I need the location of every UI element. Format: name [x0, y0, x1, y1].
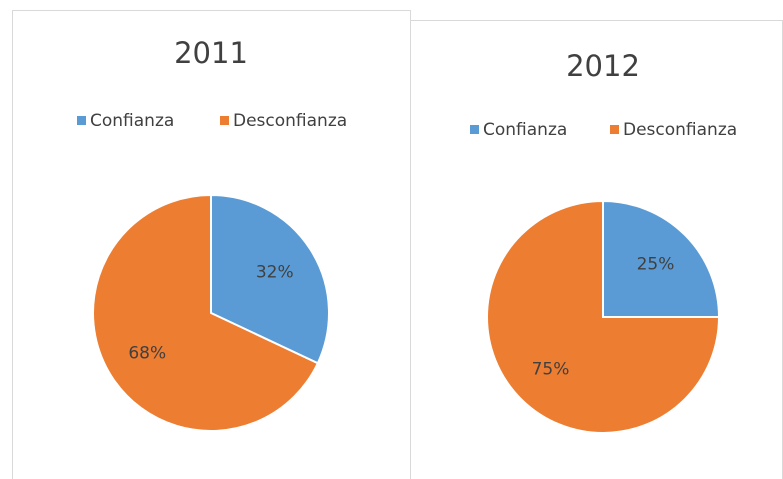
data-label: 25% [637, 255, 675, 275]
data-label: 68% [128, 343, 166, 363]
legend-marker [77, 116, 86, 125]
pie-slice [486, 199, 721, 434]
chart-title: 2011 [174, 36, 248, 70]
legend-marker [470, 125, 479, 134]
chart-title: 2012 [566, 49, 640, 83]
data-label: 75% [532, 359, 570, 379]
legend-label: Desconfianza [233, 111, 347, 131]
legend-marker [610, 125, 619, 134]
legend-label: Confianza [483, 120, 567, 140]
data-label: 32% [256, 263, 294, 283]
pie-slice [602, 199, 721, 318]
legend-label: Desconfianza [623, 120, 737, 140]
pie-slice [210, 193, 330, 365]
legend-label: Confianza [90, 111, 174, 131]
pie-slice [92, 193, 320, 432]
legend-marker [220, 116, 229, 125]
